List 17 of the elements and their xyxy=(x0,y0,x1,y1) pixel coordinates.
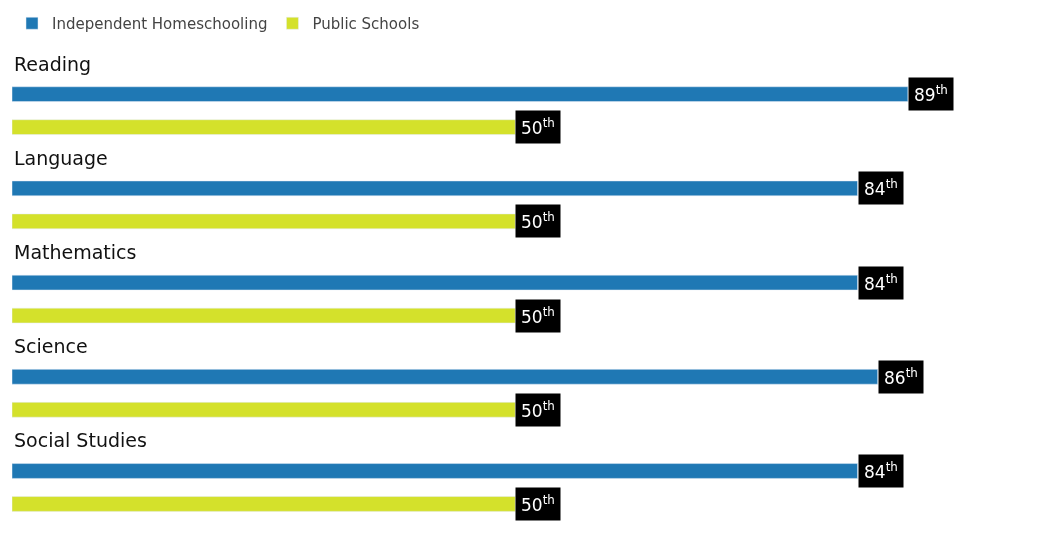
data-label: 50$^{th}$ xyxy=(521,116,555,139)
y-tick-label: Reading xyxy=(14,53,92,75)
data-label: 50$^{th}$ xyxy=(521,305,555,328)
y-tick-label: Mathematics xyxy=(14,241,137,263)
legend-label: Public Schools xyxy=(312,15,420,34)
y-tick-label: Language xyxy=(14,147,108,169)
data-label: 84$^{th}$ xyxy=(864,177,898,200)
legend-label: Independent Homeschooling xyxy=(52,15,268,34)
data-label: 84$^{th}$ xyxy=(864,272,898,295)
data-label: 84$^{th}$ xyxy=(864,460,898,483)
y-tick-label: Science xyxy=(14,335,88,357)
data-label: 50$^{th}$ xyxy=(521,493,555,516)
y-tick-label: Social Studies xyxy=(14,429,147,451)
data-label: 50$^{th}$ xyxy=(521,399,555,422)
data-label: 89$^{th}$ xyxy=(914,83,948,106)
data-label: 50$^{th}$ xyxy=(521,210,555,233)
data-label: 86$^{th}$ xyxy=(884,366,918,389)
